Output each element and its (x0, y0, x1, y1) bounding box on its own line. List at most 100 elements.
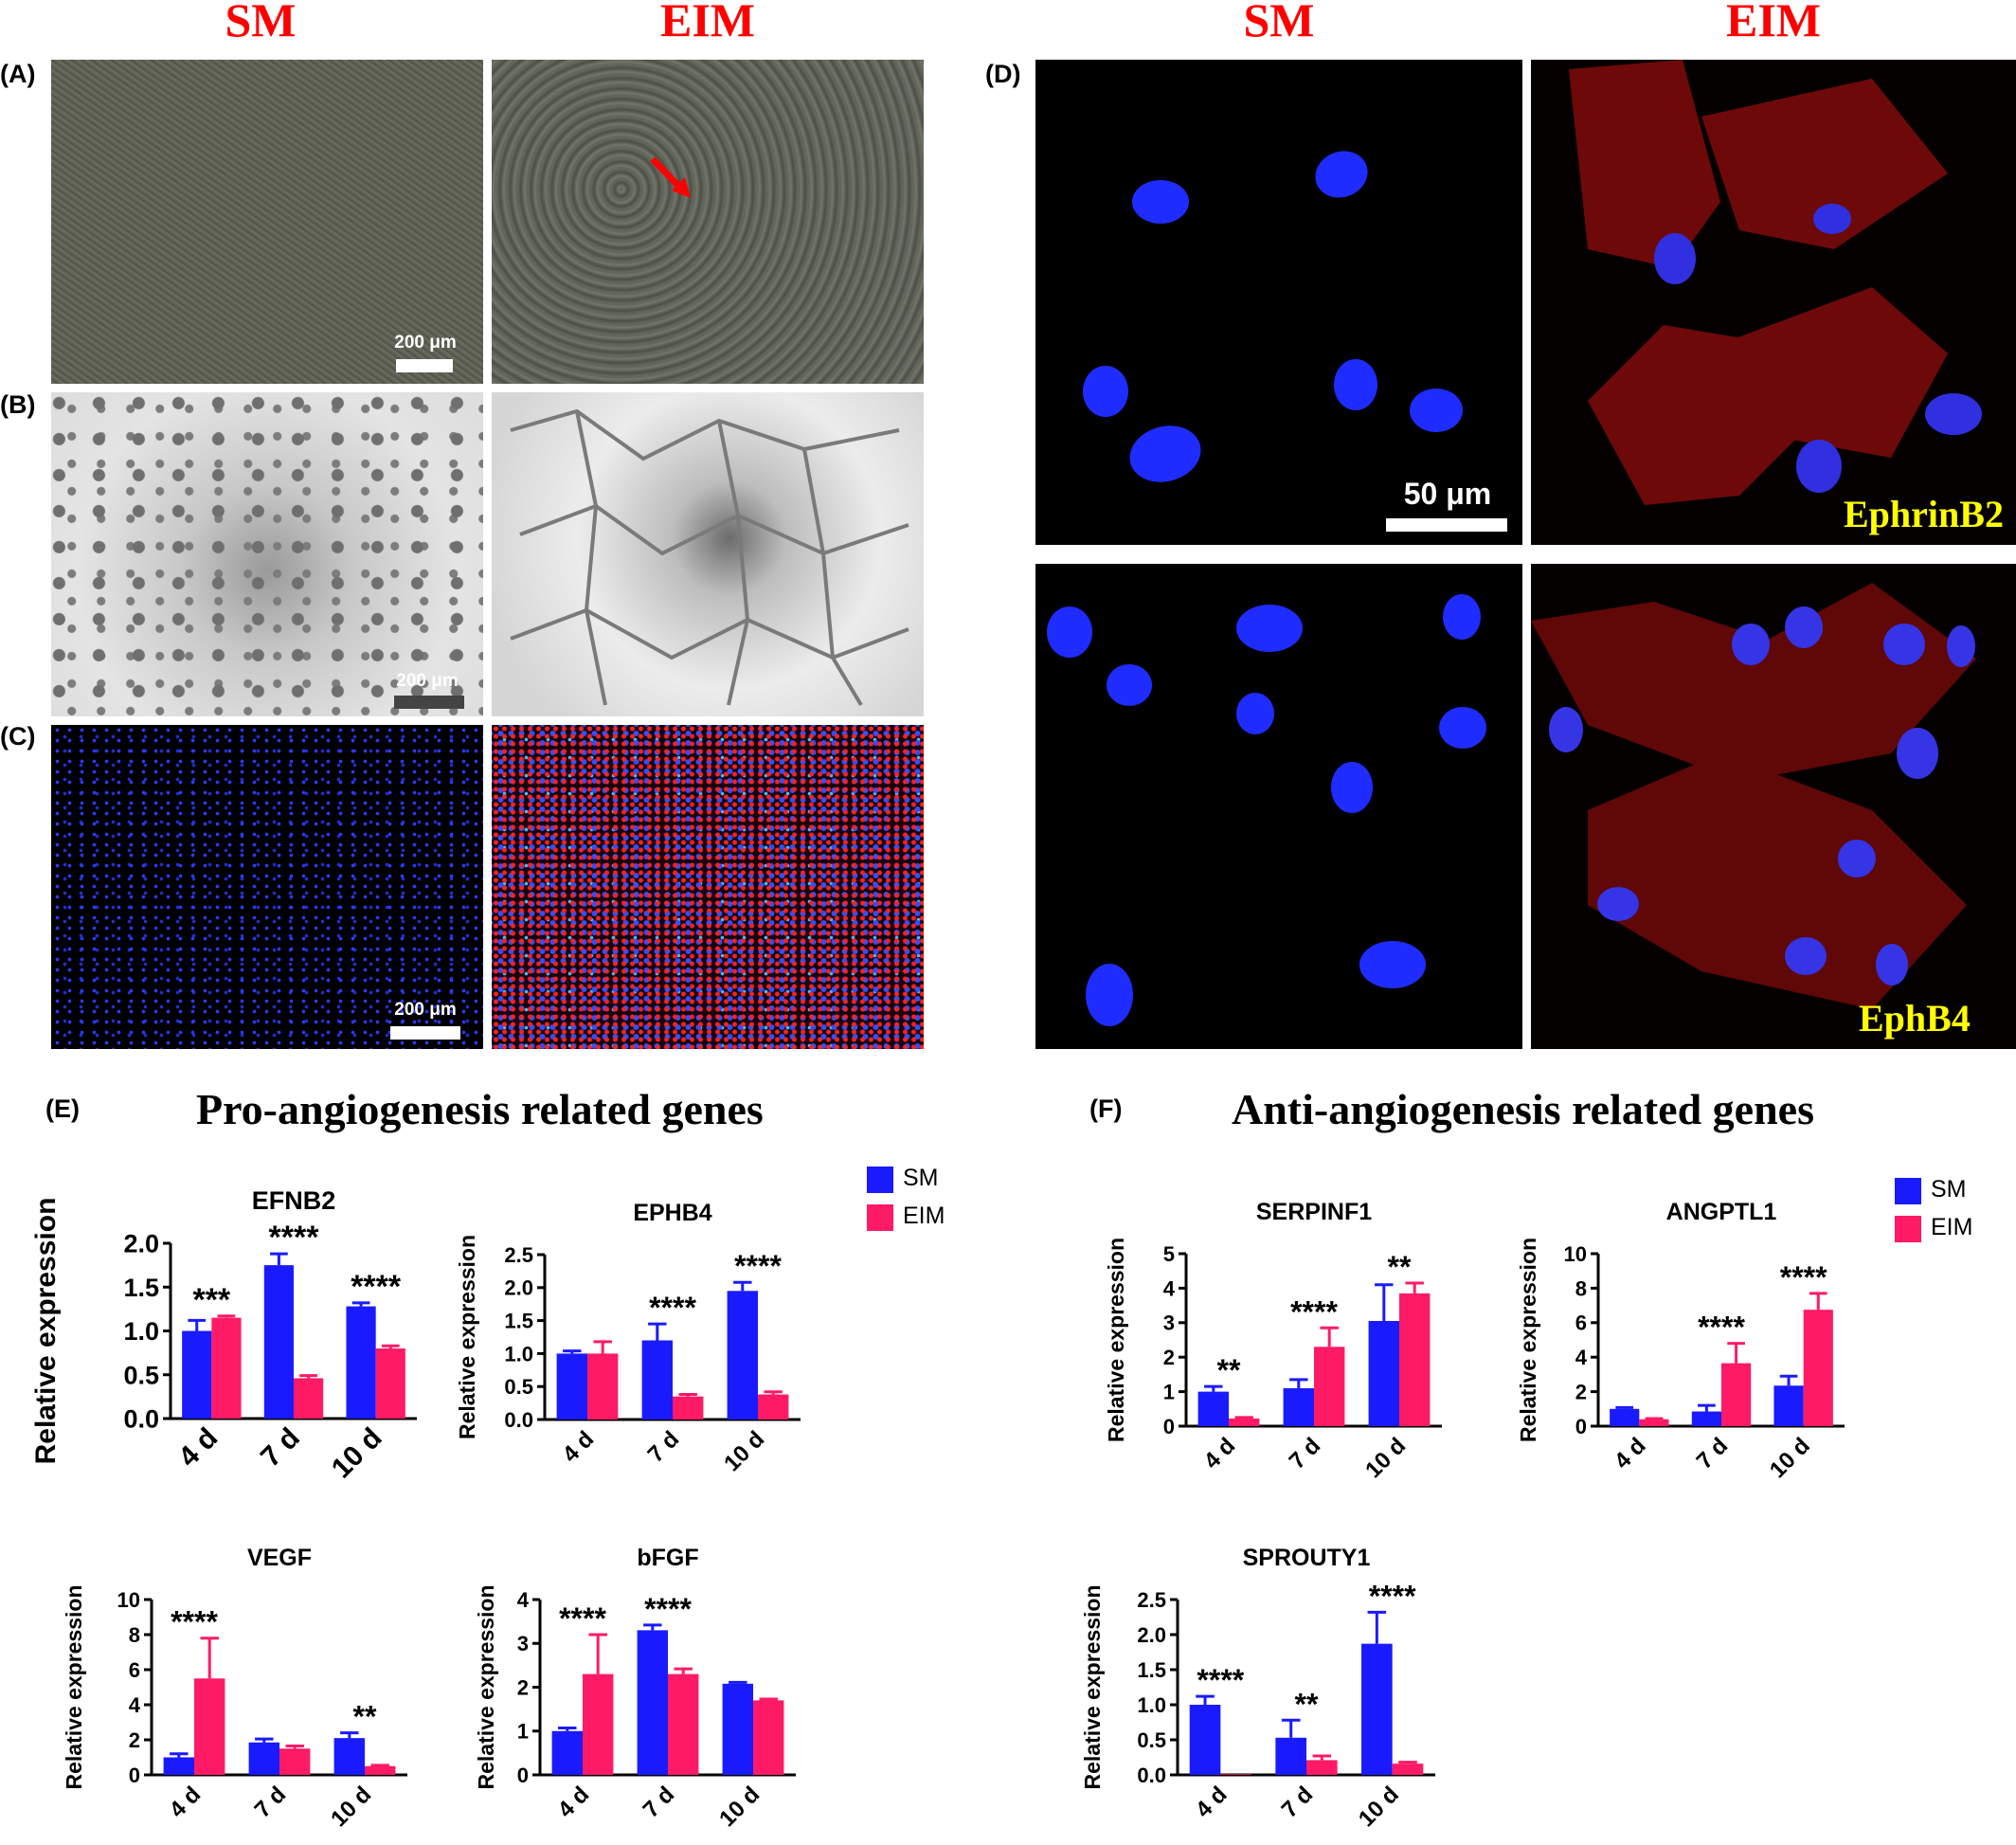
y-tick-label: 2.0 (123, 1230, 159, 1258)
bar-eim (211, 1317, 242, 1419)
x-tick-label: 7 d (1277, 1782, 1319, 1823)
bar-sm (727, 1291, 758, 1420)
y-tick-label: 4 (517, 1588, 530, 1612)
y-tick-label: 2 (1163, 1346, 1175, 1369)
x-tick-label: 7 d (250, 1782, 292, 1823)
red-arrow-icon (650, 156, 691, 198)
bar-eim (1803, 1310, 1833, 1426)
section-title-pro: Pro-angiogenesis related genes (196, 1085, 764, 1133)
bar-eim (194, 1678, 225, 1775)
legend-label-eim: EIM (1931, 1214, 1973, 1240)
y-tick-label: 0.0 (123, 1405, 159, 1434)
x-tick-label: 10 d (719, 1426, 769, 1476)
significance-label: **** (644, 1592, 692, 1626)
bar-sm (1189, 1705, 1221, 1775)
micrograph-b-sm: 200 μm (51, 392, 483, 716)
significance-label: **** (1698, 1311, 1745, 1345)
tube-network (510, 408, 909, 707)
significance-label: **** (351, 1269, 402, 1305)
significance-label: **** (171, 1605, 218, 1639)
y-tick-label: 1 (517, 1720, 529, 1744)
significance-label: ** (353, 1700, 377, 1734)
y-tick-label: 1.5 (504, 1310, 533, 1333)
x-tick-label: 7 d (255, 1422, 306, 1474)
column-header-sm-left: SM (225, 0, 297, 46)
y-tick-label: 4 (129, 1693, 141, 1717)
significance-label: *** (192, 1282, 230, 1318)
y-tick-label: 10 (1564, 1242, 1587, 1266)
x-tick-label: 7 d (639, 1782, 680, 1823)
y-tick-label: 0.5 (123, 1361, 159, 1389)
y-tick-label: 0 (1575, 1415, 1587, 1438)
bar-sm (1368, 1320, 1399, 1426)
x-tick-label: 10 d (714, 1782, 765, 1832)
panel-label-e: (E) (45, 1094, 80, 1123)
bar-sm (1283, 1387, 1314, 1426)
column-header-sm-right: SM (1243, 0, 1315, 46)
chart-title: EFNB2 (252, 1186, 336, 1215)
chart-vegf: VEGF Relative expression 0 2 4 6 8 10 **** 4 d 7 d… (62, 1545, 407, 1832)
y-tick-label: 0 (129, 1764, 140, 1787)
panel-label-a: (A) (0, 60, 36, 88)
y-axis-label: Relative expression (474, 1584, 498, 1789)
fluorescence-c-eim (492, 725, 924, 1049)
bar-sm (637, 1630, 668, 1775)
bar-sm (1197, 1391, 1229, 1426)
bar-eim (583, 1673, 614, 1775)
x-tick-label: 4 d (1199, 1433, 1241, 1474)
bar-sm (1610, 1408, 1640, 1426)
y-tick-label: 2.5 (504, 1243, 533, 1267)
y-tick-label: 2.0 (1137, 1623, 1166, 1647)
scale-bar-a (396, 359, 453, 372)
significance-label: **** (1780, 1260, 1827, 1294)
chart-title: SERPINF1 (1256, 1199, 1372, 1225)
bar-eim (1399, 1293, 1431, 1426)
bar-sm (182, 1330, 212, 1419)
x-tick-label: 7 d (1285, 1433, 1326, 1474)
y-tick-label: 3 (1163, 1311, 1175, 1335)
y-tick-label: 0.5 (1137, 1728, 1166, 1752)
x-tick-label: 4 d (1191, 1782, 1233, 1823)
stain-label-ephrinb2: EphrinB2 (1844, 493, 2004, 535)
scale-bar-d (1386, 518, 1507, 532)
y-tick-label: 8 (1575, 1276, 1587, 1300)
y-tick-label: 2.5 (1137, 1588, 1166, 1612)
scale-bar-a-label: 200 μm (394, 333, 457, 353)
nuclei (1047, 594, 1486, 1026)
chart-ephb4: EPHB4 Relative expression 0.0 0.5 1.0 1.5 2.0 2… (455, 1200, 801, 1476)
bar-sm (333, 1738, 365, 1775)
scale-bar-c (390, 1026, 460, 1040)
y-axis-label: Relative expression (1080, 1584, 1105, 1789)
scale-bar-c-label: 200 μm (394, 1000, 457, 1020)
bar-eim (365, 1765, 396, 1775)
y-tick-label: 1.0 (123, 1317, 159, 1346)
y-tick-label: 0 (517, 1764, 529, 1787)
y-axis-label: Relative expression (455, 1235, 479, 1439)
bar-sm (248, 1742, 279, 1775)
significance-label: **** (649, 1291, 696, 1325)
bar-eim (587, 1353, 619, 1420)
scale-bar-d-label: 50 μm (1403, 477, 1492, 511)
stain-label-ephb4: EphB4 (1859, 997, 1971, 1040)
y-tick-label: 1.0 (504, 1342, 533, 1366)
bar-eim (1392, 1764, 1424, 1775)
y-axis-label: Relative expression (1104, 1238, 1128, 1442)
legend-label-eim: EIM (903, 1203, 945, 1229)
y-tick-label: 2 (129, 1728, 140, 1752)
legend-swatch-eim (867, 1204, 893, 1231)
bar-sm (163, 1757, 194, 1775)
legend-label-sm: SM (903, 1165, 939, 1191)
confocal-d-sm-ephb4 (1035, 564, 1522, 1049)
y-tick-label: 2 (1575, 1381, 1587, 1404)
y-tick-label: 1.5 (123, 1274, 159, 1302)
x-tick-label: 10 d (326, 1782, 376, 1832)
y-tick-label: 8 (129, 1623, 140, 1647)
y-tick-label: 0.5 (504, 1375, 533, 1399)
bar-sm (641, 1340, 673, 1420)
bar-sm (722, 1683, 753, 1775)
y-tick-label: 10 (117, 1588, 140, 1612)
y-tick-label: 4 (1163, 1276, 1176, 1300)
legend-swatch-sm (867, 1167, 893, 1193)
y-axis-label: Relative expression (30, 1198, 62, 1465)
bar-eim (753, 1700, 784, 1775)
